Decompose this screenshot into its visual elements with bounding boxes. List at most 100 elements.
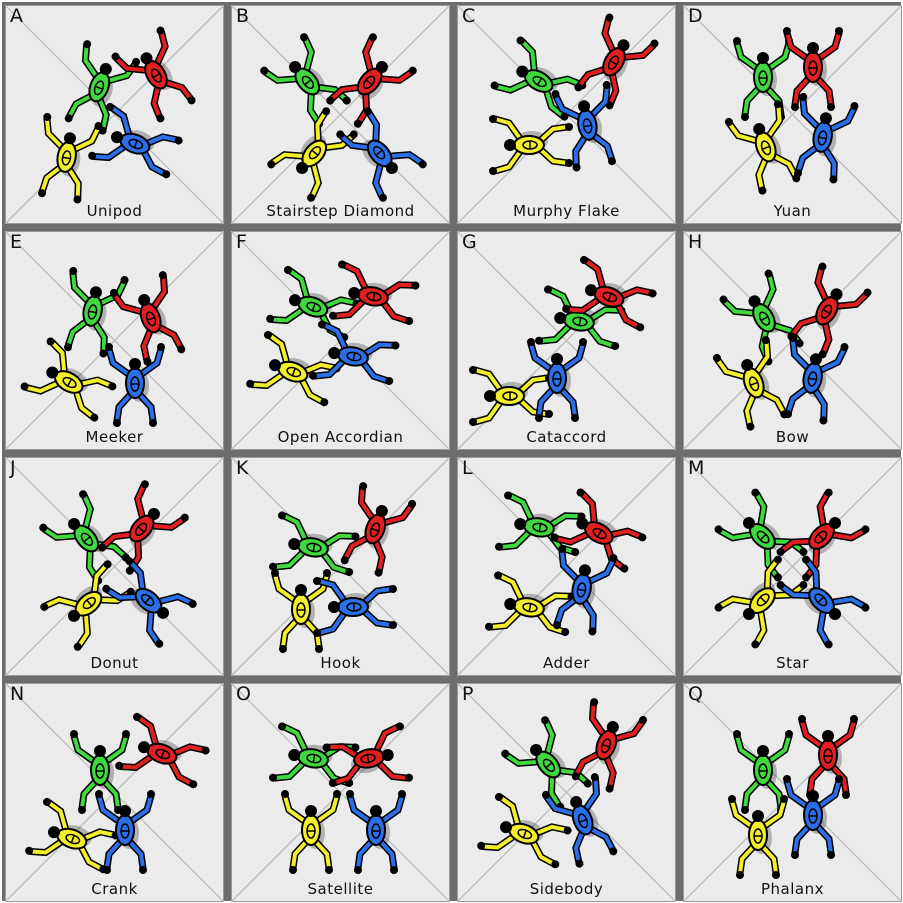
green-jumper (266, 265, 361, 342)
formation-cell-o: O Satellite (231, 683, 450, 902)
formation-figure (39, 480, 197, 651)
yellow-jumper (37, 113, 103, 204)
red-jumper (776, 488, 870, 582)
formation-name: Sidebody (529, 880, 604, 898)
formation-letter: N (10, 683, 25, 705)
formation-figure (469, 255, 657, 426)
blue-jumper (102, 557, 197, 648)
green-jumper (733, 37, 793, 121)
green-jumper (269, 511, 360, 577)
red-jumper (574, 13, 659, 110)
formation-letter: G (462, 231, 477, 253)
cell-diagonals (683, 457, 902, 676)
yellow-jumper (40, 560, 135, 651)
formation-name: Open Accordian (277, 428, 404, 446)
blue-jumper (541, 773, 618, 868)
formation-figure (20, 267, 186, 427)
green-jumper (63, 267, 129, 358)
red-jumper (322, 722, 413, 788)
formation-name: Yuan (773, 202, 812, 220)
formation-figure (728, 715, 858, 879)
formation-cell-f: F Open Accordian (231, 231, 450, 450)
formation-name: Phalanx (761, 880, 824, 898)
formation-letter: F (236, 231, 247, 253)
cell-diagonals (231, 5, 450, 224)
yellow-jumper (724, 100, 801, 195)
green-jumper (714, 488, 808, 582)
blue-jumper (336, 107, 427, 202)
formation-cell-a: A Unipod (5, 5, 224, 224)
formation-cell-c: C Murphy Flake (457, 5, 676, 224)
formation-figure (260, 33, 427, 202)
formation-figure (25, 712, 210, 874)
yellow-jumper (477, 792, 572, 869)
green-jumper (39, 490, 130, 585)
blue-jumper (105, 343, 165, 427)
formation-cell-m: M Star (683, 457, 902, 676)
blue-jumper (527, 338, 587, 422)
formation-letter: K (236, 457, 249, 479)
blue-jumper (346, 790, 406, 874)
green-jumper (70, 730, 130, 814)
yellow-jumper (267, 107, 358, 202)
blue-jumper (313, 577, 397, 637)
formation-figure (477, 698, 648, 869)
green-jumper (260, 33, 351, 128)
red-jumper (115, 712, 210, 789)
formation-name: Crank (91, 880, 138, 898)
blue-jumper (95, 790, 155, 874)
red-jumper (98, 480, 189, 575)
formation-letter: P (462, 683, 474, 705)
formation-cell-p: P Sidebody (457, 683, 676, 902)
formation-letter: Q (688, 683, 703, 705)
formation-name: Meeker (85, 428, 144, 446)
formation-figure (712, 262, 872, 431)
yellow-jumper (271, 569, 331, 653)
green-jumper (64, 40, 141, 135)
blue-jumper (776, 555, 870, 649)
red-jumper (798, 715, 858, 799)
green-jumper (269, 722, 360, 788)
formation-figure (724, 27, 859, 195)
formation-cell-q: Q Phalanx (683, 683, 902, 902)
yellow-jumper (485, 571, 576, 637)
formation-letter: B (236, 5, 250, 27)
formation-cell-b: B Stairstep Diamond (231, 5, 450, 224)
red-jumper (329, 260, 420, 326)
formation-name: Cataccord (526, 428, 607, 446)
formation-name: Star (776, 654, 809, 672)
formation-figure (485, 488, 647, 637)
yellow-jumper (714, 555, 808, 649)
red-jumper (783, 27, 843, 111)
formation-cell-d: D Yuan (683, 5, 902, 224)
blue-jumper (309, 320, 400, 386)
green-jumper (495, 491, 586, 557)
formation-name: Adder (543, 654, 590, 672)
red-jumper (111, 26, 196, 123)
blue-jumper (551, 81, 617, 172)
red-jumper (340, 482, 417, 577)
formation-name: Stairstep Diamond (266, 202, 415, 220)
formation-letter: C (462, 5, 476, 27)
formation-letter: D (688, 5, 703, 27)
formation-letter: L (462, 457, 473, 479)
formation-figure (37, 26, 196, 204)
red-jumper (787, 262, 872, 359)
yellow-jumper (728, 795, 788, 879)
formation-name: Satellite (307, 880, 374, 898)
formation-letter: M (688, 457, 705, 479)
formation-cell-j: J Donut (5, 457, 224, 676)
formation-name: Hook (320, 654, 361, 672)
formation-letter: O (236, 683, 251, 705)
formation-figure (269, 722, 413, 874)
formation-name: Bow (775, 428, 810, 446)
red-jumper (550, 488, 647, 573)
red-jumper (109, 271, 186, 366)
formation-figure (269, 482, 417, 653)
formation-name: Donut (90, 654, 139, 672)
formation-cell-l: L Adder (457, 457, 676, 676)
blue-jumper (793, 93, 859, 184)
yellow-jumper (712, 336, 789, 431)
red-jumper (326, 33, 417, 128)
